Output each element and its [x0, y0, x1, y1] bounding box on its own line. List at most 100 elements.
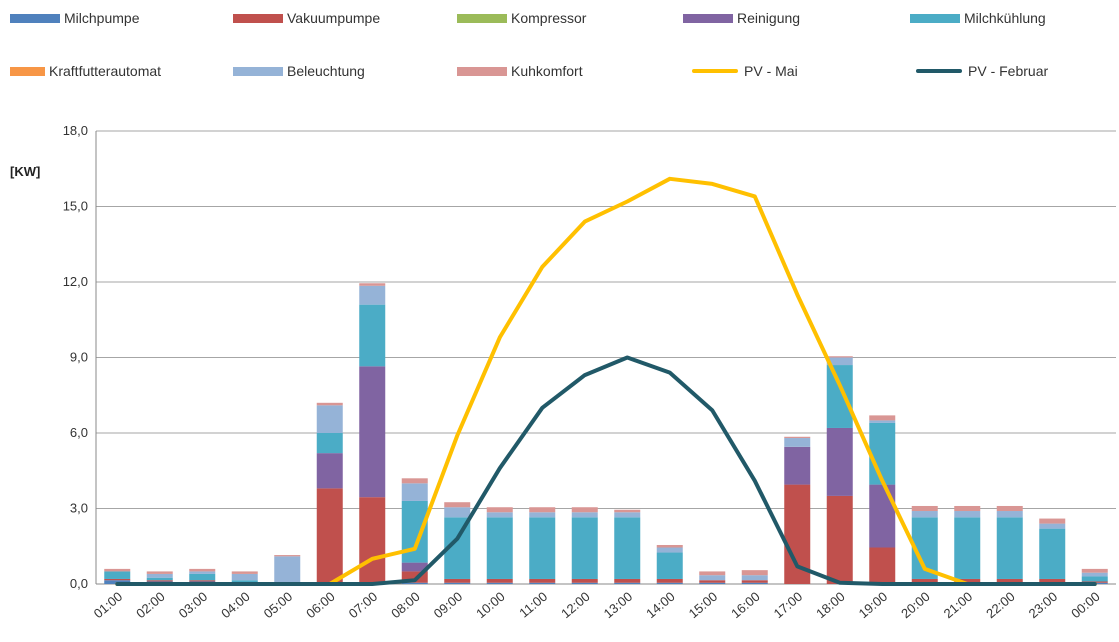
- bar-segment: [529, 512, 556, 518]
- bar-segment: [656, 547, 683, 553]
- bar-segment: [274, 555, 301, 557]
- x-tick-label: 03:00: [176, 589, 211, 621]
- bar-segment: [359, 283, 386, 286]
- bar-segment: [401, 483, 428, 501]
- bar-segment: [826, 427, 853, 496]
- bar-segment: [954, 517, 981, 579]
- bar-segment: [189, 571, 216, 574]
- bar-segment: [869, 484, 896, 548]
- bar-segment: [699, 580, 726, 583]
- bar-segment: [231, 580, 258, 583]
- legend-item-milchkuehlung: Milchkühlung: [910, 8, 1046, 28]
- legend-label: Kuhkomfort: [511, 63, 583, 79]
- bar-segment: [656, 544, 683, 548]
- bar-segment: [571, 507, 598, 513]
- legend-label: Kompressor: [511, 10, 587, 26]
- bar-segment: [486, 517, 513, 579]
- bar-segment: [189, 580, 216, 582]
- legend-item-pv-februar: PV - Februar: [916, 61, 1048, 81]
- legend-swatch: [457, 13, 507, 23]
- chart-legend: Milchpumpe Vakuumpumpe Kompressor Reinig…: [0, 0, 1119, 100]
- series-line: [115, 176, 1097, 586]
- bar-segment: [826, 365, 853, 428]
- legend-item-reinigung: Reinigung: [683, 8, 800, 28]
- x-tick-label: 23:00: [1026, 589, 1061, 621]
- legend-label: Reinigung: [737, 10, 801, 26]
- x-tick-label: 00:00: [1068, 589, 1103, 621]
- x-tick-label: 05:00: [261, 589, 296, 621]
- x-tick-label: 21:00: [941, 589, 976, 621]
- bar-segment: [316, 433, 343, 454]
- x-tick-label: 06:00: [303, 589, 338, 621]
- bar-segment: [401, 571, 428, 583]
- bar-segment: [954, 578, 981, 583]
- bar-segment: [359, 285, 386, 305]
- bar-segment: [316, 453, 343, 489]
- bar-segment: [869, 415, 896, 421]
- x-tick-label: 04:00: [218, 589, 253, 621]
- legend-line: [916, 69, 962, 73]
- x-tick-label: 01:00: [91, 589, 126, 621]
- bar-segment: [869, 547, 896, 584]
- bar-segment: [1081, 568, 1108, 573]
- bars: [104, 283, 1108, 584]
- bar-segment: [529, 517, 556, 579]
- bar-segment: [146, 580, 173, 582]
- bar-segment: [741, 582, 768, 584]
- legend-item-kuhkomfort: Kuhkomfort: [457, 61, 583, 81]
- bar-segment: [1081, 572, 1108, 577]
- bar-segment: [146, 577, 173, 581]
- bar-segment: [911, 505, 938, 512]
- bar-segment: [656, 582, 683, 584]
- bar-segment: [359, 497, 386, 584]
- bar-segment: [996, 578, 1023, 583]
- legend-label: Kraftfutterautomat: [49, 63, 162, 79]
- x-tick-label: 02:00: [133, 589, 168, 621]
- x-tick-label: 07:00: [346, 589, 381, 621]
- bar-segment: [869, 420, 896, 423]
- bar-segment: [571, 578, 598, 583]
- bar-segment: [401, 500, 428, 563]
- x-tick-label: 11:00: [516, 589, 550, 621]
- legend-swatch: [233, 66, 283, 76]
- bar-segment: [741, 580, 768, 583]
- bar-segment: [954, 505, 981, 512]
- bar-segment: [401, 478, 428, 484]
- bar-segment: [614, 582, 641, 584]
- bar-segment: [571, 517, 598, 579]
- bar-segment: [996, 511, 1023, 518]
- bar-segment: [316, 488, 343, 584]
- x-tick-label: 12:00: [558, 589, 593, 621]
- bar-segment: [444, 507, 471, 518]
- x-tick-label: 19:00: [856, 589, 891, 621]
- bar-segment: [316, 402, 343, 406]
- bar-segment: [444, 502, 471, 508]
- y-tick-label: 6,0: [70, 425, 88, 440]
- bar-segment: [146, 573, 173, 578]
- lines: [115, 176, 1097, 586]
- bar-segment: [359, 304, 386, 367]
- bar-segment: [104, 571, 131, 579]
- bar-segment: [614, 509, 641, 513]
- legend-swatch: [683, 13, 733, 23]
- bar-segment: [146, 571, 173, 574]
- legend-label: Vakuumpumpe: [287, 10, 381, 26]
- legend-swatch: [10, 66, 45, 76]
- legend-label: PV - Mai: [744, 63, 798, 79]
- bar-segment: [826, 357, 853, 366]
- bar-segment: [529, 578, 556, 583]
- y-tick-label: 12,0: [63, 274, 88, 289]
- x-tick-label: 16:00: [728, 589, 763, 621]
- legend-item-milchpumpe: Milchpumpe: [10, 8, 139, 28]
- bar-segment: [869, 422, 896, 485]
- legend-label: Milchpumpe: [64, 10, 140, 26]
- bar-segment: [486, 578, 513, 583]
- bar-segment: [571, 512, 598, 518]
- x-tick-label: 08:00: [388, 589, 423, 621]
- bar-segment: [1081, 576, 1108, 582]
- bar-segment: [401, 582, 428, 584]
- legend-line: [692, 69, 738, 73]
- bar-segment: [614, 578, 641, 583]
- bar-segment: [699, 571, 726, 576]
- x-tick-label: 20:00: [898, 589, 933, 621]
